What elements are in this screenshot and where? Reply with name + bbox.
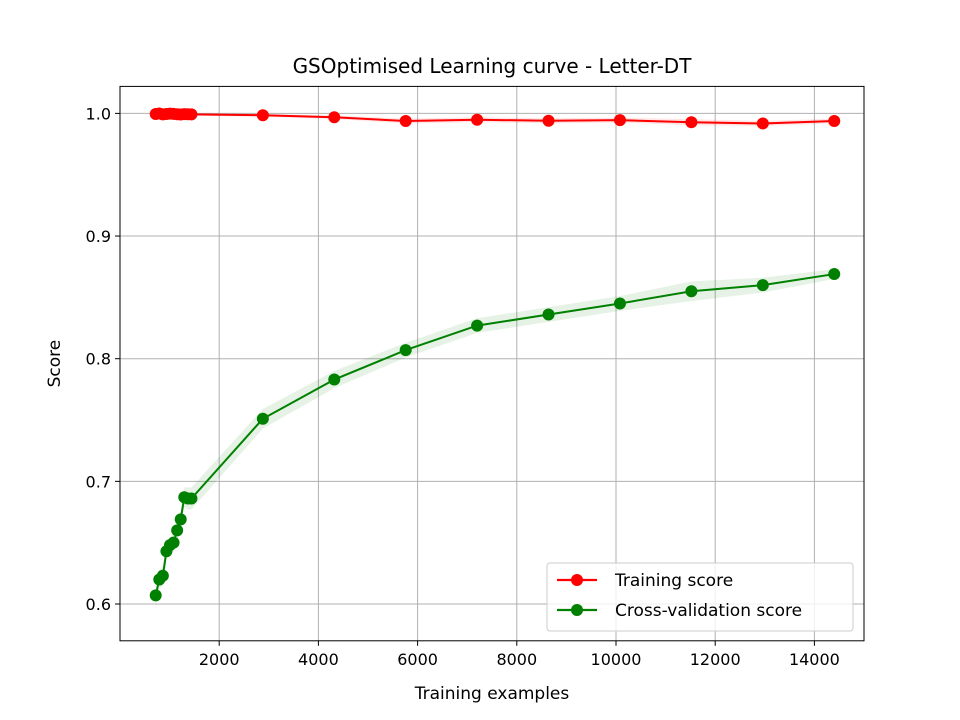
x-tick-label: 8000 <box>496 650 537 669</box>
y-tick-label: 0.6 <box>86 595 111 614</box>
y-tick-label: 1.0 <box>86 104 111 123</box>
x-axis-ticks: 2000 4000 6000 8000 10000 12000 14000 <box>199 640 840 669</box>
data-point-training <box>471 113 484 126</box>
chart-title: GSOptimised Learning curve - Letter-DT <box>293 54 693 78</box>
data-point-cv <box>185 492 198 505</box>
legend-marker-training <box>571 574 583 586</box>
x-tick-label: 14000 <box>789 650 840 669</box>
x-tick-label: 6000 <box>397 650 438 669</box>
data-point-cv <box>471 319 484 332</box>
x-tick-label: 2000 <box>199 650 240 669</box>
y-axis-label: Score <box>45 340 65 388</box>
data-point-training <box>328 111 341 124</box>
legend-box <box>546 562 854 632</box>
data-point-training <box>828 114 841 127</box>
y-tick-label: 0.8 <box>86 350 111 369</box>
data-point-training <box>185 108 198 121</box>
data-point-cv <box>756 279 769 292</box>
band-cv <box>155 269 835 608</box>
data-point-cv <box>149 589 162 602</box>
data-point-cv <box>167 536 180 549</box>
series-line-cv <box>154 273 835 596</box>
data-point-cv <box>399 344 412 357</box>
data-point-cv <box>174 513 187 526</box>
x-axis-label: Training examples <box>414 684 570 704</box>
data-point-training <box>542 114 555 127</box>
series-lines <box>154 112 835 596</box>
data-point-training <box>685 116 698 129</box>
data-point-cv <box>613 297 626 310</box>
confidence-bands <box>155 111 835 608</box>
data-point-cv <box>171 524 184 537</box>
y-axis-ticks: 0.6 0.7 0.8 0.9 1.0 <box>86 104 120 614</box>
grid <box>120 86 864 641</box>
data-point-cv <box>156 569 169 582</box>
y-tick-label: 0.9 <box>86 227 111 246</box>
data-point-cv <box>328 373 341 386</box>
data-point-training <box>756 117 769 130</box>
data-point-cv <box>685 285 698 298</box>
data-point-cv <box>828 268 841 281</box>
legend: Training score Cross-validation score <box>546 562 854 632</box>
data-point-cv <box>542 308 555 321</box>
data-point-cv <box>256 412 269 425</box>
y-tick-label: 0.7 <box>86 472 111 491</box>
x-tick-label: 4000 <box>298 650 339 669</box>
x-tick-label: 12000 <box>690 650 741 669</box>
series-points <box>149 107 841 602</box>
plot-frame <box>119 85 865 642</box>
data-point-training <box>399 114 412 127</box>
legend-label-cv: Cross-validation score <box>615 601 802 621</box>
legend-marker-cv <box>571 604 583 616</box>
x-tick-label: 10000 <box>591 650 642 669</box>
data-point-training <box>613 114 626 127</box>
data-point-training <box>256 109 269 122</box>
legend-label-training: Training score <box>614 571 733 591</box>
